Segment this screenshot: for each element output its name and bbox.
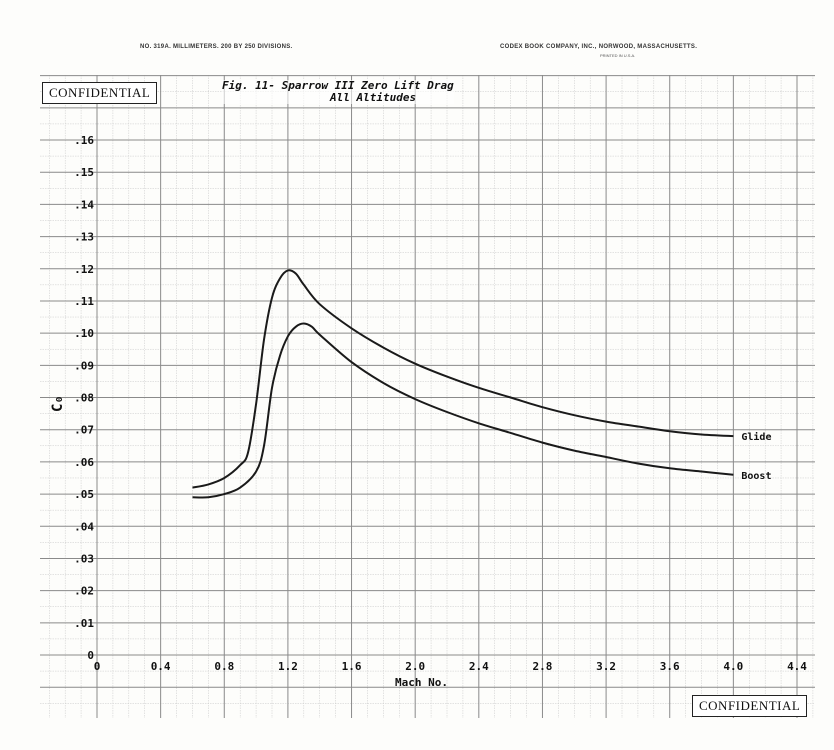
x-tick-label-0: 0 (94, 660, 101, 673)
confidential-stamp-top: CONFIDENTIAL (42, 82, 158, 104)
y-tick-label-6: .06 (74, 456, 94, 469)
y-tick-label-2: .02 (74, 585, 94, 598)
x-tick-label-2: 0.8 (214, 660, 234, 673)
x-tick-label-11: 4.4 (787, 660, 807, 673)
confidential-stamp-bottom: CONFIDENTIAL (692, 695, 808, 717)
grid-minor-lines (40, 75, 815, 718)
x-tick-label-8: 3.2 (596, 660, 616, 673)
y-tick-label-5: .05 (74, 488, 94, 501)
y-tick-label-0: 0 (87, 649, 94, 662)
x-tick-label-1: 0.4 (151, 660, 171, 673)
y-tick-label-3: .03 (74, 552, 94, 565)
series-labels: Glide Boost (741, 431, 771, 482)
x-tick-label-4: 1.6 (342, 660, 362, 673)
series-line-glide (192, 269, 734, 489)
y-tick-label-11: .11 (74, 295, 94, 308)
grid-major-lines (40, 75, 815, 718)
chart-subtitle: All Altitudes (330, 91, 417, 104)
x-tick-label-9: 3.6 (660, 660, 680, 673)
series-line-boost (192, 322, 734, 499)
chart-title-block: Fig. 11- Sparrow III Zero Lift Drag All … (222, 80, 454, 104)
series-label-glide: Glide (741, 431, 771, 443)
y-tick-label-10: .10 (74, 327, 94, 340)
series-lines (192, 269, 734, 499)
y-axis-label: C₀ (50, 395, 66, 412)
x-axis-label: Mach No. (395, 676, 448, 689)
y-tick-label-7: .07 (74, 424, 94, 437)
y-tick-label-12: .12 (74, 263, 94, 276)
paper-header-left: NO. 319A. MILLIMETERS. 200 BY 250 DIVISI… (140, 44, 293, 50)
y-tick-labels: 0 .01 .02 .03 .04 .05 .06 .07 .08 .09 .10 .11 .12 .13… (74, 134, 94, 662)
paper-header-right-sub: PRINTED IN U.S.A. (600, 53, 636, 58)
chart-title: Fig. 11- Sparrow III Zero Lift Drag (222, 79, 454, 92)
y-tick-label-1: .01 (74, 617, 94, 630)
y-tick-label-4: .04 (74, 520, 94, 533)
y-tick-label-14: .14 (74, 198, 94, 211)
y-tick-label-8: .08 (74, 392, 94, 405)
y-tick-label-15: .15 (74, 166, 94, 179)
x-tick-label-7: 2.8 (533, 660, 553, 673)
x-tick-labels: 0 0.4 0.8 1.2 1.6 2.0 2.4 2.8 3.2 3.6 4.0 4.4 (94, 660, 808, 673)
series-label-boost: Boost (741, 471, 771, 482)
y-tick-label-13: .13 (74, 231, 94, 244)
paper-header-right: CODEX BOOK COMPANY, INC., NORWOOD, MASSA… (500, 44, 698, 50)
y-tick-label-16: .16 (74, 134, 94, 147)
x-tick-label-5: 2.0 (405, 660, 425, 673)
x-tick-label-10: 4.0 (723, 660, 743, 673)
x-tick-label-6: 2.4 (469, 660, 489, 673)
y-tick-label-9: .09 (74, 359, 94, 372)
x-tick-label-3: 1.2 (278, 660, 298, 673)
